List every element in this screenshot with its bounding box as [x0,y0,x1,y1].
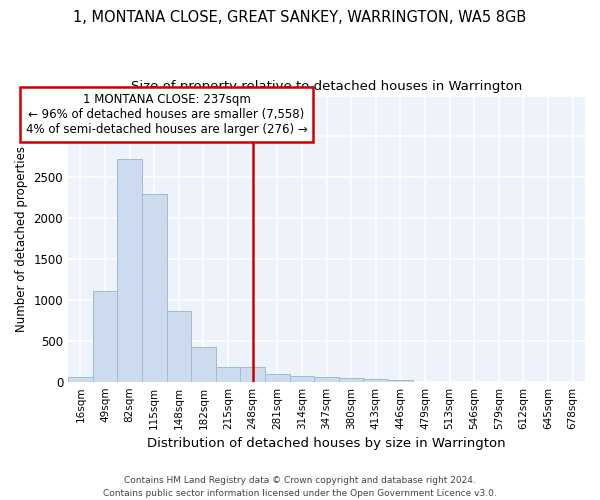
Bar [167,310,191,382]
Bar [265,374,290,382]
Bar [216,368,241,382]
Bar [142,194,167,382]
Text: 1, MONTANA CLOSE, GREAT SANKEY, WARRINGTON, WA5 8GB: 1, MONTANA CLOSE, GREAT SANKEY, WARRINGT… [73,10,527,25]
Title: Size of property relative to detached houses in Warrington: Size of property relative to detached ho… [131,80,522,93]
Bar [314,377,339,382]
Text: Contains HM Land Registry data © Crown copyright and database right 2024.
Contai: Contains HM Land Registry data © Crown c… [103,476,497,498]
Text: 1 MONTANA CLOSE: 237sqm
← 96% of detached houses are smaller (7,558)
4% of semi-: 1 MONTANA CLOSE: 237sqm ← 96% of detache… [26,93,307,136]
Bar [339,378,364,382]
Bar [117,158,142,382]
Bar [68,377,92,382]
X-axis label: Distribution of detached houses by size in Warrington: Distribution of detached houses by size … [147,437,506,450]
Bar [241,368,265,382]
Y-axis label: Number of detached properties: Number of detached properties [15,146,28,332]
Bar [92,291,117,382]
Bar [290,376,314,382]
Bar [364,379,388,382]
Bar [388,380,413,382]
Bar [191,346,216,382]
